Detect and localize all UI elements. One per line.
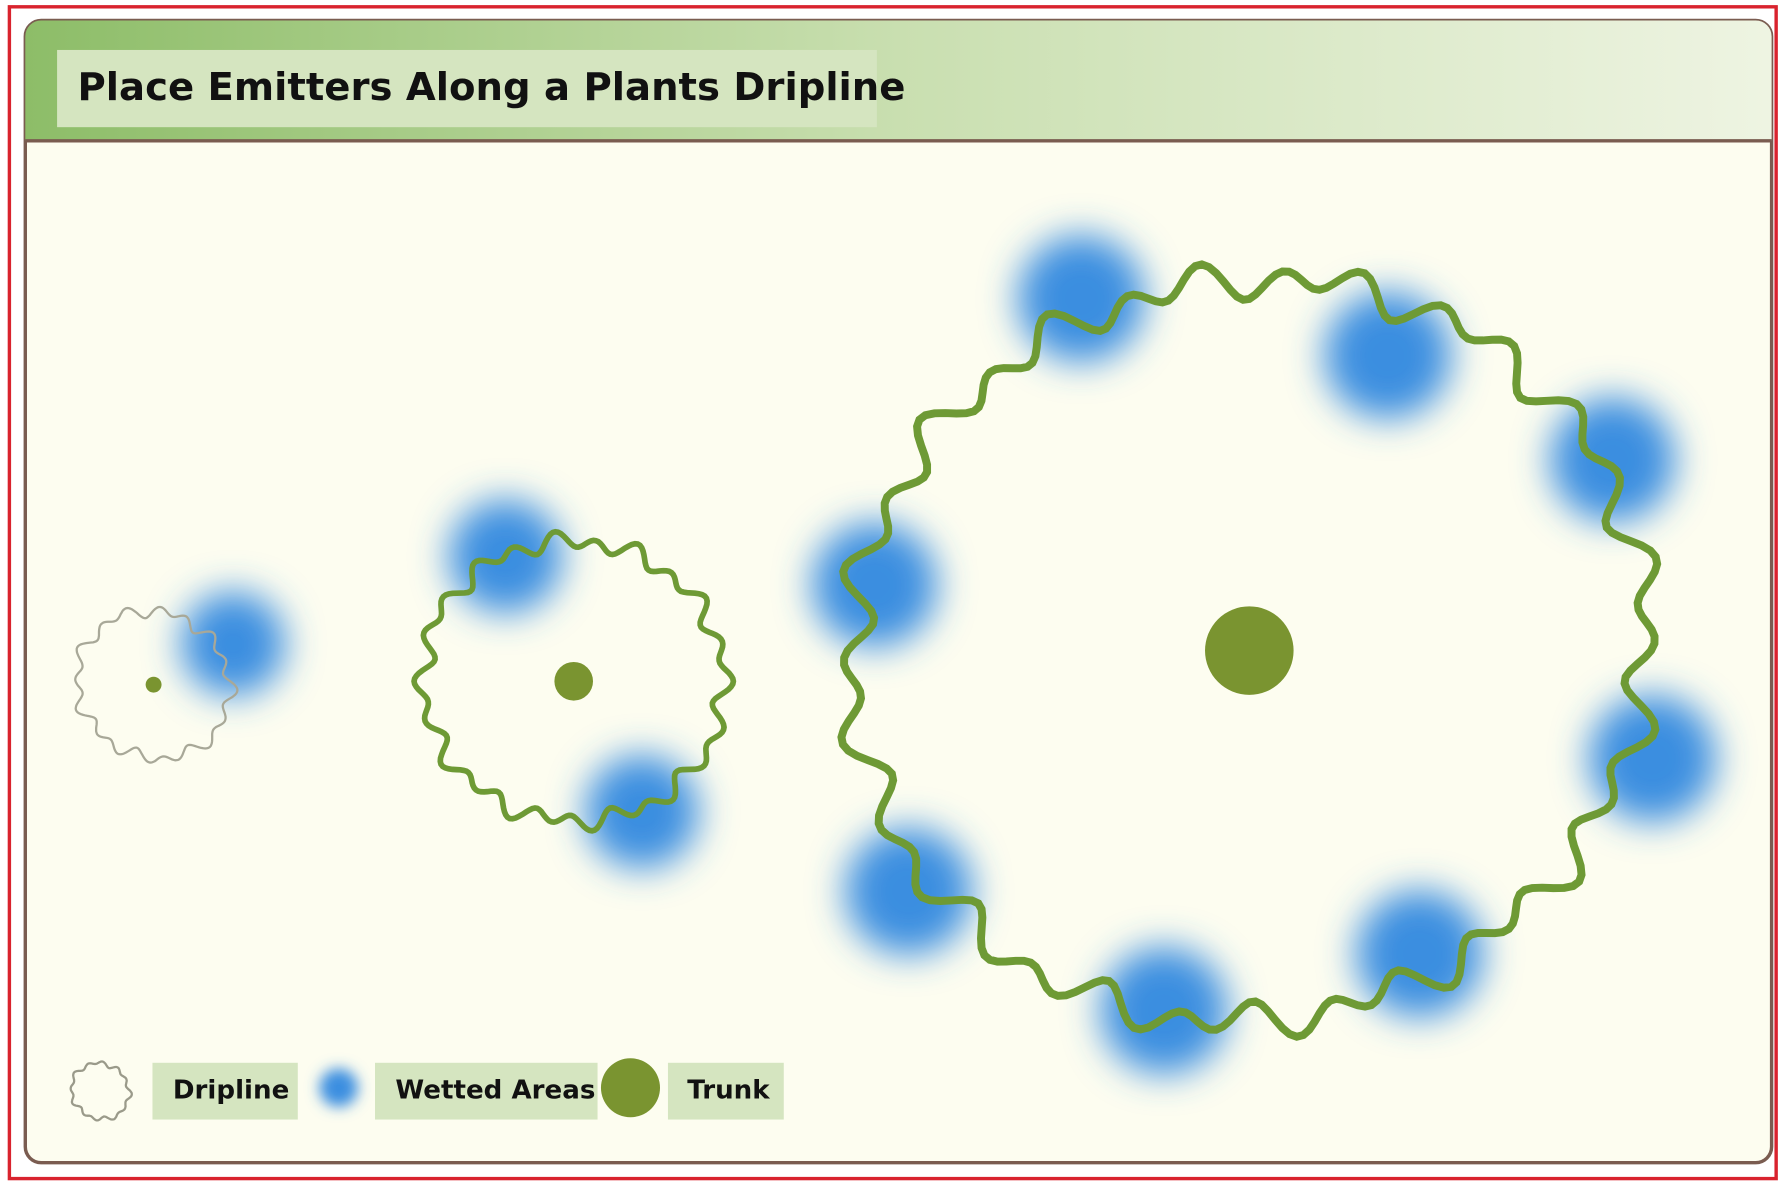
wetted-area — [181, 592, 285, 696]
legend: Dripline Wetted Areas Trunk — [71, 1058, 784, 1120]
title: Place Emitters Along a Plants Dripline — [78, 65, 906, 110]
diagram: Place Emitters Along a Plants Dripline D… — [0, 0, 1781, 1182]
legend-label: Wetted Areas — [395, 1076, 595, 1106]
trunk — [146, 677, 162, 693]
wetted-area — [1324, 292, 1451, 419]
trunk — [1205, 606, 1294, 695]
legend-wetted-icon — [319, 1068, 358, 1107]
legend-label: Dripline — [173, 1076, 289, 1106]
trunk — [554, 662, 593, 701]
legend-label: Trunk — [687, 1076, 770, 1106]
legend-trunk-icon — [601, 1058, 660, 1117]
